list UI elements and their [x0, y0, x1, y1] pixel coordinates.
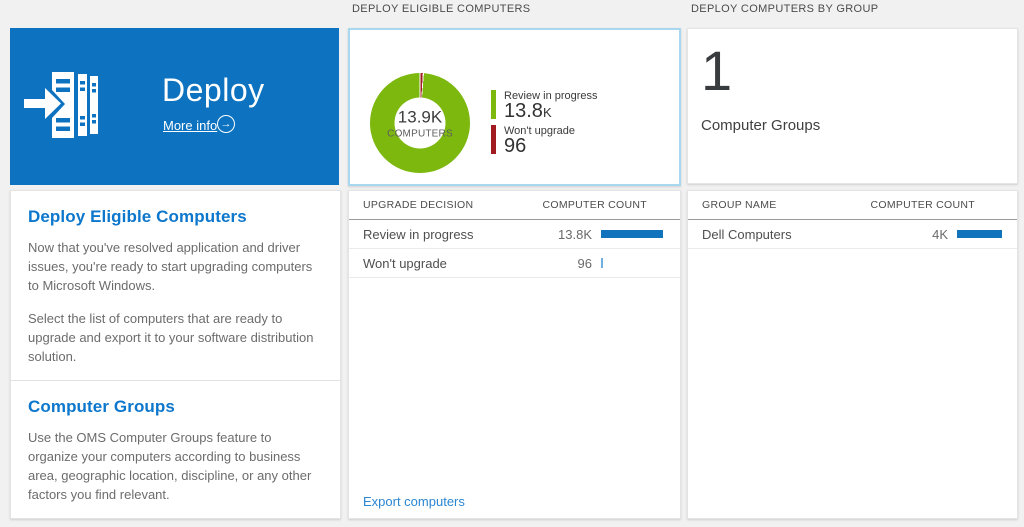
deploy-tile[interactable]: Deploy More info →	[10, 28, 339, 185]
table-header: GROUP NAME COMPUTER COUNT	[688, 191, 1017, 220]
computer-groups-card[interactable]: 1 Computer Groups	[687, 28, 1018, 184]
donut-center: 13.9K COMPUTERS	[387, 97, 453, 149]
section-paragraph: Select the list of computers that are re…	[28, 311, 314, 364]
table-row[interactable]: Review in progress 13.8K	[349, 220, 680, 249]
deploy-icon	[24, 72, 98, 138]
table-row[interactable]: Dell Computers 4K	[688, 220, 1017, 249]
column-header-group-name: GROUP NAME	[702, 199, 777, 211]
column-header-computer-count: COMPUTER COUNT	[870, 199, 975, 211]
legend-value: 13.8K	[504, 100, 552, 122]
value-bar	[957, 230, 1002, 238]
left-column: Deploy More info → Deploy Eligible Compu…	[10, 0, 341, 527]
column-header-computer-count: COMPUTER COUNT	[542, 199, 647, 211]
more-info-link[interactable]: More info	[163, 118, 218, 133]
export-computers-link[interactable]: Export computers	[363, 494, 465, 509]
donut-center-value: 13.9K	[397, 107, 443, 126]
eligible-computers-card[interactable]: 13.9K COMPUTERS Review in progress 13.8K…	[348, 28, 681, 186]
legend-item-wont-upgrade: Won't upgrade 96	[491, 125, 598, 157]
legend-value: 96	[504, 135, 527, 157]
tile-title: Deploy	[162, 72, 265, 108]
right-column: DEPLOY COMPUTERS BY GROUP 1 Computer Gro…	[687, 0, 1018, 527]
legend-label: Review in progress	[504, 90, 598, 102]
column-header-upgrade-decision: UPGRADE DECISION	[363, 199, 474, 211]
donut-center-label: COMPUTERS	[387, 128, 453, 139]
value-bar	[601, 230, 663, 238]
section-paragraph: Now that you've resolved application and…	[28, 240, 313, 293]
donut-legend: Review in progress 13.8K Won't upgrade 9…	[491, 90, 598, 160]
section-deploy-eligible: Deploy Eligible Computers Now that you'v…	[11, 191, 340, 381]
right-column-header: DEPLOY COMPUTERS BY GROUP	[691, 3, 879, 15]
middle-column-header: DEPLOY ELIGIBLE COMPUTERS	[352, 3, 531, 15]
bar-area	[601, 258, 667, 268]
bar-area	[601, 230, 667, 238]
table-row[interactable]: Won't upgrade 96	[349, 249, 680, 278]
value-bar	[601, 258, 603, 268]
legend-swatch-green	[491, 90, 496, 119]
section-heading-deploy-eligible: Deploy Eligible Computers	[28, 207, 247, 226]
middle-column: DEPLOY ELIGIBLE COMPUTERS 13.9K COMPUTER…	[348, 0, 681, 527]
legend-swatch-red	[491, 125, 496, 154]
group-count: 1	[701, 39, 733, 102]
group-table-panel: GROUP NAME COMPUTER COUNT Dell Computers…	[687, 190, 1018, 519]
section-paragraph: Use the OMS Computer Groups feature to o…	[28, 430, 312, 502]
table-header: UPGRADE DECISION COMPUTER COUNT	[349, 191, 680, 220]
group-count-label: Computer Groups	[701, 117, 821, 134]
upgrade-decision-panel: UPGRADE DECISION COMPUTER COUNT Review i…	[348, 190, 681, 519]
left-info-panel: Deploy Eligible Computers Now that you'v…	[10, 190, 341, 519]
arrow-circle-icon[interactable]: →	[217, 115, 235, 133]
section-heading-computer-groups: Computer Groups	[28, 397, 175, 416]
section-computer-groups: Computer Groups Use the OMS Computer Gro…	[11, 381, 340, 519]
legend-item-review-in-progress: Review in progress 13.8K	[491, 90, 598, 122]
bar-area	[957, 230, 1004, 238]
legend-label: Won't upgrade	[504, 125, 576, 137]
donut-chart: 13.9K COMPUTERS	[370, 73, 470, 173]
